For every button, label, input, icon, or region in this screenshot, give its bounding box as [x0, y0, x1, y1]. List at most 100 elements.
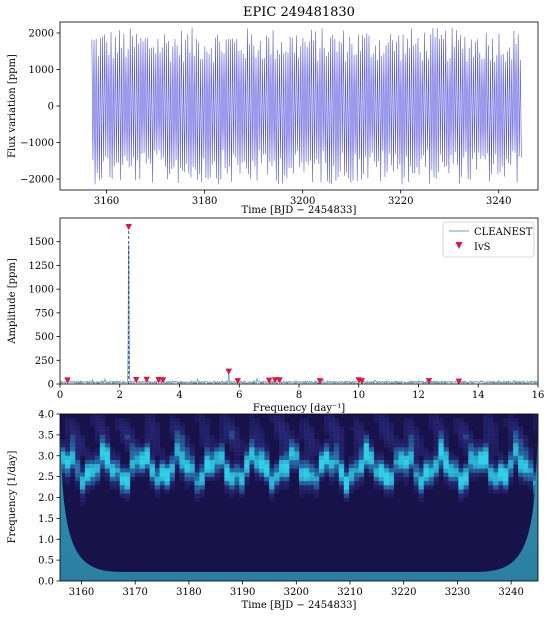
wavelet-cell	[274, 480, 280, 486]
wavelet-cell	[104, 464, 111, 469]
wavelet-cell	[523, 451, 529, 457]
wavelet-cell	[418, 484, 424, 490]
wavelet-cell	[333, 426, 340, 432]
wavelet-cell	[338, 426, 345, 432]
wavelet-cell	[264, 468, 270, 473]
wavelet-cell	[204, 451, 210, 457]
wavelet-cell	[383, 464, 390, 469]
wavelet-cell	[443, 455, 449, 461]
wavelet-cell	[74, 455, 81, 461]
wavelet-cell	[234, 484, 240, 490]
wavelet-cell	[458, 489, 464, 494]
wavelet-cell	[383, 418, 390, 423]
wavelet-cell	[518, 472, 524, 478]
wavelet-cell	[194, 418, 200, 423]
wavelet-cell	[323, 468, 330, 473]
wavelet-cell	[119, 468, 126, 473]
wavelet-cell	[64, 464, 71, 469]
wavelet-cell	[74, 430, 81, 436]
wavelet-cell	[353, 451, 360, 457]
wavelet-cell	[154, 468, 160, 473]
wavelet-cell	[299, 418, 305, 423]
lightcurve-y-tick-label: 2000	[29, 28, 54, 39]
wavelet-cell	[254, 443, 260, 448]
wavelet-cell	[284, 472, 290, 478]
wavelet-cell	[124, 493, 131, 498]
wavelet-cell	[119, 434, 126, 440]
wavelet-cell	[284, 455, 290, 461]
wavelet-cell	[69, 451, 76, 457]
wavelet-cell	[204, 426, 210, 432]
wavelet-cell	[119, 430, 126, 436]
wavelet-cell	[119, 418, 126, 423]
wavelet-cell	[124, 464, 131, 469]
wavelet-cell	[64, 447, 71, 452]
wavelet-cell	[353, 484, 360, 490]
wavelet-cell	[129, 451, 136, 457]
wavelet-cell	[368, 443, 375, 448]
wavelet-cell	[363, 459, 370, 465]
wavelet-cell	[284, 439, 290, 444]
wavelet-cell	[254, 468, 260, 473]
wavelet-cell	[388, 484, 395, 490]
wavelet-cell	[303, 480, 310, 486]
wavelet-cell	[453, 484, 459, 490]
wavelet-cell	[249, 451, 255, 457]
wavelet-cell	[139, 443, 146, 448]
wavelet-cell	[224, 468, 230, 473]
wavelet-cell	[254, 464, 260, 469]
wavelet-cell	[74, 443, 81, 448]
wavelet-cell	[79, 501, 86, 507]
spectrum-x-tick-label: 0	[57, 390, 63, 401]
wavelet-cell	[408, 468, 414, 473]
wavelet-cell	[74, 472, 81, 478]
wavelet-cell	[219, 414, 225, 419]
wavelet-x-tick-label: 3240	[498, 587, 523, 598]
wavelet-cell	[343, 464, 350, 469]
wavelet-cell	[129, 459, 136, 465]
wavelet-cell	[294, 455, 300, 461]
wavelet-cell	[269, 476, 275, 482]
wavelet-cell	[338, 476, 345, 482]
wavelet-cell	[244, 464, 250, 469]
wavelet-cell	[518, 451, 524, 457]
wavelet-cell	[179, 464, 185, 469]
wavelet-cell	[478, 443, 484, 448]
wavelet-x-tick-label: 3180	[176, 587, 201, 598]
wavelet-cell	[488, 472, 494, 478]
wavelet-cell	[408, 451, 414, 457]
wavelet-cell	[428, 476, 434, 482]
wavelet-cell	[224, 480, 230, 486]
wavelet-cell	[149, 430, 156, 436]
wavelet-y-tick-label: 3.5	[38, 430, 54, 441]
wavelet-cell	[94, 464, 101, 469]
wavelet-cell	[438, 422, 444, 427]
wavelet-cell	[463, 422, 469, 427]
wavelet-cell	[209, 451, 215, 457]
wavelet-cell	[79, 468, 86, 473]
wavelet-cell	[174, 439, 180, 444]
wavelet-cell	[518, 434, 524, 440]
wavelet-cell	[254, 418, 260, 423]
wavelet-cell	[528, 472, 534, 478]
wavelet-cell	[259, 451, 265, 457]
wavelet-cell	[204, 418, 210, 423]
wavelet-cell	[338, 430, 345, 436]
wavelet-cell	[264, 459, 270, 465]
wavelet-cell	[408, 434, 414, 440]
wavelet-cell	[74, 480, 81, 486]
wavelet-cell	[209, 455, 215, 461]
wavelet-cell	[229, 480, 235, 486]
wavelet-cell	[353, 418, 360, 423]
wavelet-cell	[94, 426, 101, 432]
wavelet-cell	[333, 430, 340, 436]
wavelet-cell	[468, 451, 474, 457]
wavelet-cell	[84, 476, 91, 482]
wavelet-cell	[249, 426, 255, 432]
wavelet-cell	[333, 443, 340, 448]
spectrum-x-tick-label: 10	[352, 390, 365, 401]
ivs-point	[358, 378, 365, 384]
wavelet-cell	[224, 418, 230, 423]
wavelet-cell	[119, 476, 126, 482]
wavelet-cell	[408, 418, 414, 423]
